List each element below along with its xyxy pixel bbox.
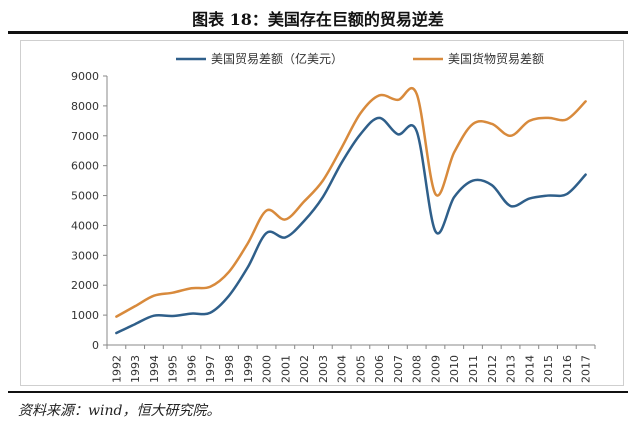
y-tick-label: 3000 [71,249,99,262]
y-tick-label: 1000 [71,309,99,322]
series-line-goods [115,86,587,318]
x-tick-label: 2013 [505,355,518,383]
y-tick-label: 2000 [71,279,99,292]
x-tick-label: 2016 [561,355,574,383]
x-tick-label: 1997 [204,355,217,383]
x-tick-label: 1993 [129,355,142,383]
legend-label-goods: 美国货物贸易差额 [448,51,544,66]
x-tick-label: 2008 [411,355,424,383]
legend: 美国贸易差额（亿美元） 美国货物贸易差额 [176,51,544,66]
x-tick-label: 2014 [523,355,536,383]
x-tick-label: 1996 [185,355,198,383]
x-tick-label: 2001 [279,355,292,383]
y-tick-label: 7000 [71,130,99,143]
axes [106,76,595,346]
series-line-trade [115,116,587,335]
title-divider [8,31,628,34]
y-tick-label: 6000 [71,160,99,173]
x-tick-label: 2005 [354,355,367,383]
bottom-divider [8,391,628,393]
y-tick-label: 4000 [71,219,99,232]
figure-title: 图表 18：美国存在巨额的贸易逆差 [192,10,444,29]
x-tick-label: 1992 [110,355,123,383]
line-chart: 美国贸易差额（亿美元） 美国货物贸易差额 0 1000 2000 3000 4000 50… [71,51,596,383]
x-tick-label: 2017 [580,355,593,383]
x-axis-ticks: 1992 1993 1994 1995 1996 1997 1998 1999 2000 2001… [106,345,596,383]
x-tick-label: 1999 [242,355,255,383]
x-tick-label: 2015 [542,355,555,383]
source-note: 资料来源：wind，恒大研究院。 [18,403,221,419]
y-tick-label: 0 [92,339,99,352]
chart-area: 美国贸易差额（亿美元） 美国货物贸易差额 0 1000 2000 3000 4000 50… [20,40,624,386]
x-tick-label: 2002 [298,355,311,383]
x-tick-label: 2004 [336,355,349,383]
y-tick-label: 8000 [71,100,99,113]
x-tick-label: 2009 [429,355,442,383]
x-tick-label: 1994 [148,355,161,383]
x-tick-label: 2007 [392,355,405,383]
x-tick-label: 1995 [167,355,180,383]
x-tick-label: 1998 [223,355,236,383]
y-tick-label: 5000 [71,190,99,203]
legend-label-trade: 美国贸易差额（亿美元） [211,51,343,66]
x-tick-label: 2012 [486,355,499,383]
x-tick-label: 2003 [317,355,330,383]
y-axis-ticks: 0 1000 2000 3000 4000 5000 6000 7000 8000 9000 [71,70,107,352]
x-tick-label: 2010 [448,355,461,383]
y-tick-label: 9000 [71,70,99,83]
x-tick-label: 2000 [261,355,274,383]
x-tick-label: 2006 [373,355,386,383]
series-lines [115,86,587,335]
x-tick-label: 2011 [467,355,480,383]
